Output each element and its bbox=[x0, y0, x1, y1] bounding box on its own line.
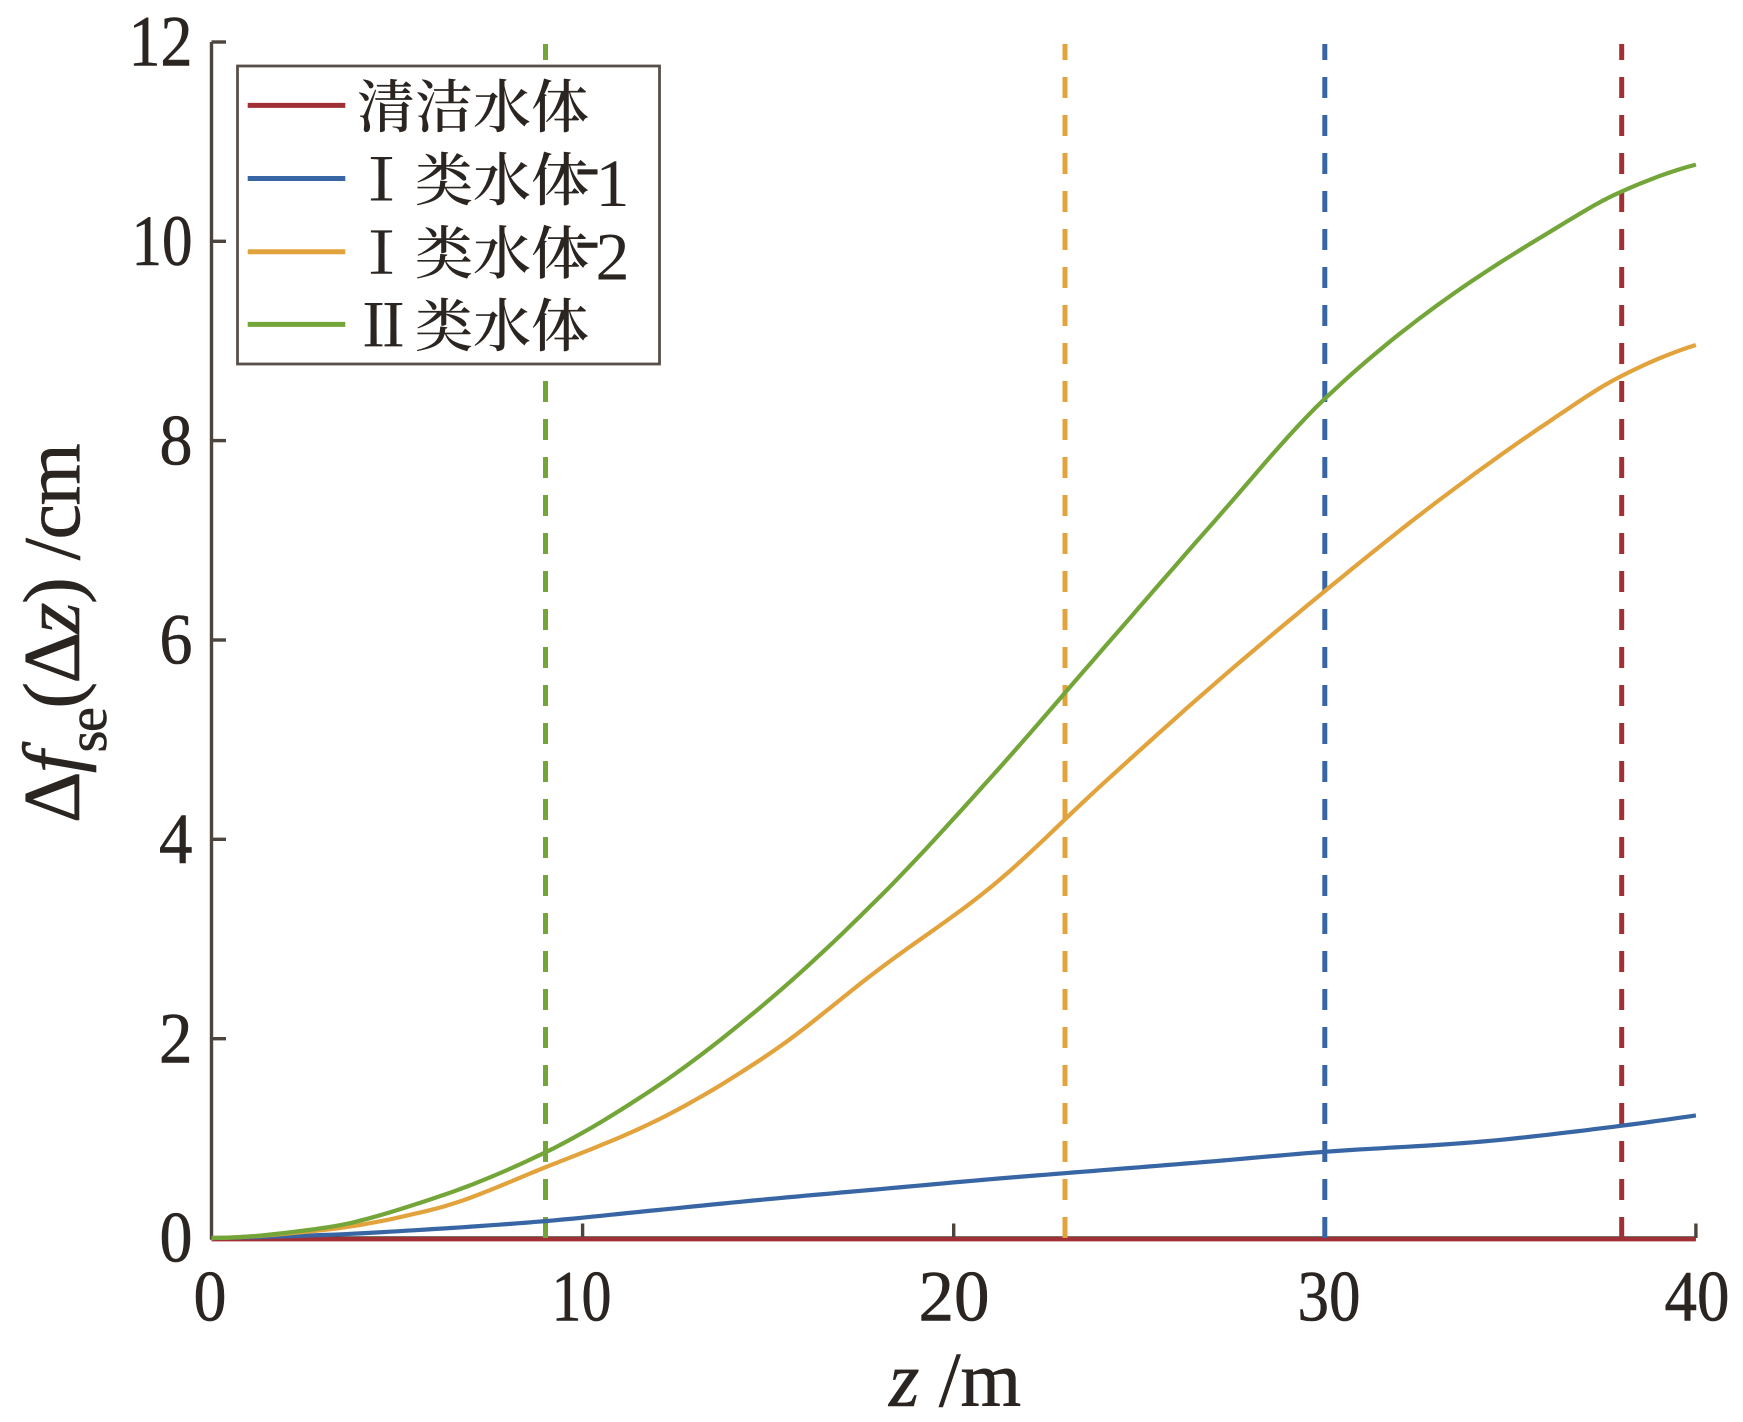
svg-text:30: 30 bbox=[1298, 1257, 1361, 1337]
svg-text:8: 8 bbox=[160, 400, 193, 480]
svg-text:0: 0 bbox=[194, 1257, 227, 1337]
svg-text:12: 12 bbox=[129, 2, 193, 82]
svg-text:4: 4 bbox=[159, 799, 193, 879]
svg-text:2: 2 bbox=[596, 218, 630, 294]
svg-text:10: 10 bbox=[552, 1257, 612, 1337]
svg-text:6: 6 bbox=[160, 600, 193, 680]
svg-text:10: 10 bbox=[132, 201, 193, 281]
svg-text:1: 1 bbox=[596, 145, 630, 221]
svg-text:0: 0 bbox=[160, 1198, 193, 1278]
svg-text:40: 40 bbox=[1665, 1257, 1730, 1337]
svg-text:z /m: z /m bbox=[888, 1336, 1021, 1417]
svg-text:2: 2 bbox=[159, 998, 193, 1078]
svg-text:20: 20 bbox=[919, 1257, 990, 1337]
